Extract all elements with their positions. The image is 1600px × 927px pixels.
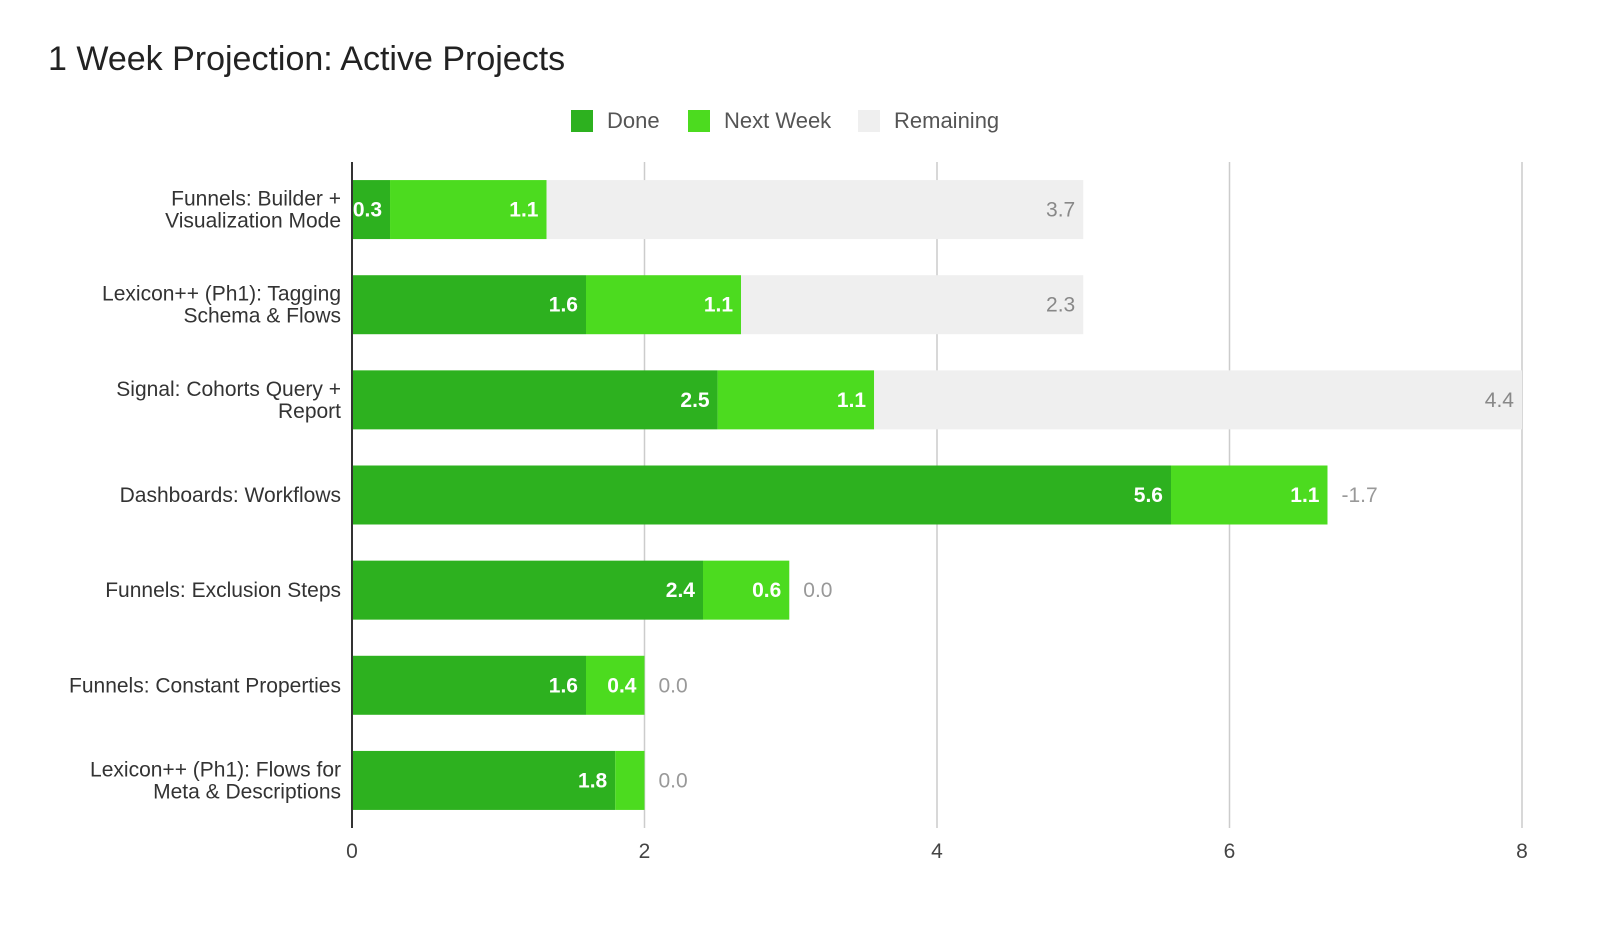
- data-label: 2.5: [680, 389, 710, 412]
- category-label: Signal: Cohorts Query + Report: [116, 378, 341, 423]
- bar-next-week: [390, 180, 547, 240]
- labels: 0 2 4 6 8 0.3 1.1 3.7 Funnels: Builder + Visualiz…: [69, 188, 1528, 863]
- data-label: 1.6: [549, 674, 578, 697]
- data-label: 1.1: [837, 389, 867, 412]
- bars: [352, 180, 1522, 810]
- legend-item-next-week: Next Week: [688, 106, 831, 136]
- data-label: 0.3: [353, 199, 382, 222]
- chart-title: 1 Week Projection: Active Projects: [48, 40, 566, 78]
- bar-done: [352, 180, 391, 240]
- legend-label: Done: [607, 108, 660, 133]
- data-label: 4.4: [1485, 389, 1515, 412]
- bar-done: [352, 560, 703, 620]
- bar-remaining: [546, 180, 1084, 240]
- bar-next-week: [615, 750, 645, 810]
- bar-done: [352, 370, 718, 430]
- legend-swatch: [858, 110, 880, 132]
- legend-label: Remaining: [894, 108, 1000, 133]
- category-label: Funnels: Builder + Visualization Mode: [165, 188, 341, 233]
- bar-next-week: [586, 275, 742, 335]
- bar-next-week: [1171, 465, 1328, 525]
- data-label: 3.7: [1046, 199, 1075, 222]
- data-label: 0.0: [803, 579, 832, 602]
- bar-remaining: [741, 275, 1084, 335]
- data-label: -1.7: [1341, 484, 1377, 507]
- category-label: Lexicon++ (Ph1): Tagging Schema & Flows: [102, 283, 341, 328]
- data-label: 1.8: [578, 769, 608, 792]
- x-tick-label: 4: [931, 840, 943, 863]
- data-label: 1.6: [549, 294, 578, 317]
- legend-swatch: [571, 110, 593, 132]
- bar-done: [352, 655, 586, 715]
- legend-item-done: Done: [571, 106, 660, 136]
- x-tick-label: 6: [1224, 840, 1236, 863]
- bar-next-week: [717, 370, 875, 430]
- category-label: Funnels: Constant Properties: [69, 674, 341, 697]
- data-label: 1.1: [509, 199, 539, 222]
- data-label: 5.6: [1134, 484, 1163, 507]
- bar-remaining: [874, 370, 1522, 430]
- legend: Done Next Week Remaining: [0, 106, 1600, 136]
- x-tick-label: 8: [1516, 840, 1528, 863]
- bar-done: [352, 275, 586, 335]
- category-label: Dashboards: Workflows: [120, 484, 341, 507]
- bar-done: [352, 465, 1171, 525]
- data-label: 0.6: [752, 579, 781, 602]
- bar-next-week: [703, 560, 790, 620]
- category-label: Funnels: Exclusion Steps: [105, 579, 341, 602]
- x-tick-label: 0: [346, 840, 358, 863]
- legend-label: Next Week: [724, 108, 832, 133]
- data-label: 0.0: [659, 769, 688, 792]
- bar-done: [352, 750, 616, 810]
- legend-item-remaining: Remaining: [858, 106, 999, 136]
- data-label: 1.1: [704, 294, 734, 317]
- data-label: 2.4: [666, 579, 696, 602]
- legend-swatch: [688, 110, 710, 132]
- data-label: 2.3: [1046, 294, 1075, 317]
- data-label: 1.1: [1290, 484, 1320, 507]
- bar-next-week: [586, 655, 645, 715]
- x-tick-label: 2: [639, 840, 651, 863]
- data-label: 0.4: [607, 674, 637, 697]
- category-label: Lexicon++ (Ph1): Flows for Meta & Descrip…: [90, 758, 341, 803]
- data-label: 0.0: [659, 674, 688, 697]
